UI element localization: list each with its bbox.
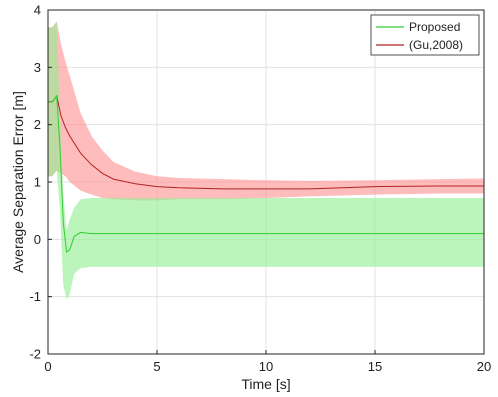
line-gu2008 bbox=[48, 94, 484, 190]
legend: Proposed (Gu,2008) bbox=[370, 14, 480, 56]
y-tick-label: 1 bbox=[34, 175, 41, 190]
series-lines bbox=[48, 94, 484, 253]
legend-label-gu2008: (Gu,2008) bbox=[409, 38, 463, 52]
x-tick-label: 15 bbox=[368, 359, 382, 374]
y-tick-label: 2 bbox=[34, 117, 41, 132]
x-axis-ticks: 0 5 10 15 20 bbox=[44, 350, 491, 374]
legend-box bbox=[370, 14, 480, 56]
x-tick-label: 5 bbox=[153, 359, 160, 374]
band-proposed bbox=[48, 21, 484, 300]
confidence-bands bbox=[48, 21, 484, 300]
band-gu2008 bbox=[48, 21, 484, 201]
line-proposed bbox=[48, 94, 484, 253]
x-tick-label: 10 bbox=[259, 359, 273, 374]
y-tick-label: 3 bbox=[34, 60, 41, 75]
y-axis-label: Average Separation Error [m] bbox=[10, 91, 26, 273]
x-axis-label: Time [s] bbox=[241, 376, 290, 392]
y-tick-label: -2 bbox=[29, 347, 41, 362]
x-tick-label: 0 bbox=[44, 359, 51, 374]
y-tick-label: -1 bbox=[29, 289, 41, 304]
y-tick-label: 0 bbox=[34, 232, 41, 247]
y-tick-label: 4 bbox=[34, 3, 41, 18]
y-axis-ticks: -2 -1 0 1 2 3 4 bbox=[29, 3, 52, 362]
legend-label-proposed: Proposed bbox=[409, 20, 460, 34]
x-tick-label: 20 bbox=[477, 359, 491, 374]
